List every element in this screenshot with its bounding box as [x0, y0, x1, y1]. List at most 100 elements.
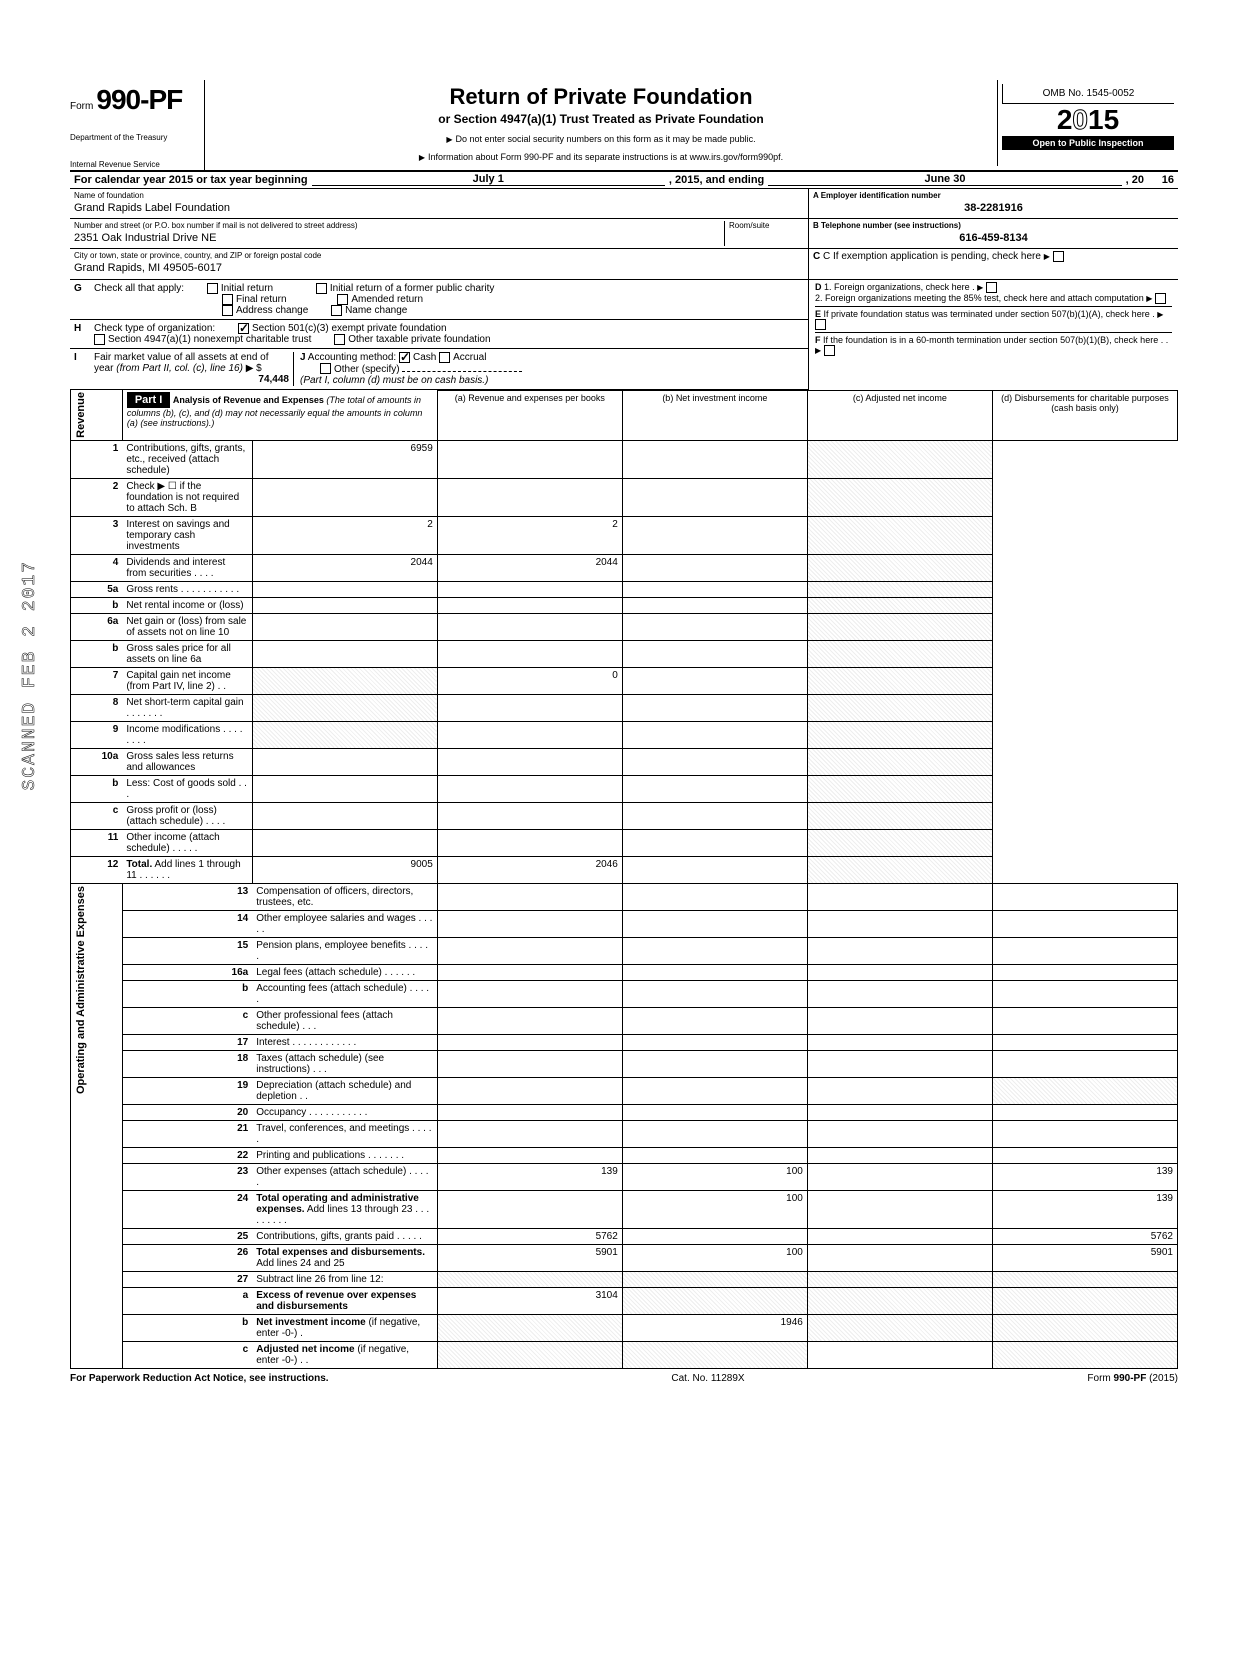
row-b-a[interactable] — [252, 640, 437, 667]
row-17-b[interactable] — [622, 1034, 807, 1050]
row-19-c[interactable] — [807, 1077, 992, 1104]
c-checkbox[interactable] — [1053, 251, 1064, 262]
row-c-b[interactable] — [437, 802, 622, 829]
cb-initial-former[interactable] — [316, 283, 327, 294]
row-b-c[interactable] — [622, 597, 807, 613]
row-11-c[interactable] — [622, 829, 807, 856]
row-13-c[interactable] — [807, 883, 992, 910]
tax-year-end[interactable]: June 30 — [924, 173, 965, 185]
row-3-c[interactable] — [622, 516, 807, 554]
cb-cash[interactable] — [399, 352, 410, 363]
row-12-b[interactable]: 2046 — [437, 856, 622, 883]
cb-final[interactable] — [222, 294, 233, 305]
row-b-c[interactable] — [622, 775, 807, 802]
row-5a-a[interactable] — [252, 581, 437, 597]
foundation-name[interactable]: Grand Rapids Label Foundation — [74, 200, 804, 216]
row-9-d[interactable] — [807, 721, 992, 748]
row-23-a[interactable]: 139 — [437, 1163, 622, 1190]
row-8-b[interactable] — [437, 694, 622, 721]
row-b-d[interactable] — [807, 640, 992, 667]
row-b-d[interactable] — [807, 597, 992, 613]
cb-d1[interactable] — [986, 282, 997, 293]
row-c-c[interactable] — [622, 802, 807, 829]
row-16a-d[interactable] — [992, 964, 1177, 980]
row-22-c[interactable] — [807, 1147, 992, 1163]
row-13-d[interactable] — [992, 883, 1177, 910]
tax-year-yy[interactable]: 16 — [1144, 174, 1174, 186]
row-14-c[interactable] — [807, 910, 992, 937]
row-c-d[interactable] — [807, 802, 992, 829]
row-21-a[interactable] — [437, 1120, 622, 1147]
cb-initial[interactable] — [207, 283, 218, 294]
row-4-d[interactable] — [807, 554, 992, 581]
row-14-b[interactable] — [622, 910, 807, 937]
row-9-a[interactable] — [252, 721, 437, 748]
row-2-d[interactable] — [807, 478, 992, 516]
row-17-a[interactable] — [437, 1034, 622, 1050]
row-b-c[interactable] — [622, 640, 807, 667]
row-15-a[interactable] — [437, 937, 622, 964]
row-13-a[interactable] — [437, 883, 622, 910]
row-27-b[interactable] — [622, 1271, 807, 1287]
row-23-b[interactable]: 100 — [622, 1163, 807, 1190]
row-a-a[interactable]: 3104 — [437, 1287, 622, 1314]
cb-4947[interactable] — [94, 334, 105, 345]
row-26-c[interactable] — [807, 1244, 992, 1271]
row-8-a[interactable] — [252, 694, 437, 721]
row-21-b[interactable] — [622, 1120, 807, 1147]
row-b-b[interactable]: 1946 — [622, 1314, 807, 1341]
row-26-d[interactable]: 5901 — [992, 1244, 1177, 1271]
row-15-d[interactable] — [992, 937, 1177, 964]
row-b-c[interactable] — [807, 980, 992, 1007]
row-18-a[interactable] — [437, 1050, 622, 1077]
row-21-d[interactable] — [992, 1120, 1177, 1147]
row-4-c[interactable] — [622, 554, 807, 581]
row-9-b[interactable] — [437, 721, 622, 748]
row-a-d[interactable] — [992, 1287, 1177, 1314]
row-1-d[interactable] — [807, 440, 992, 478]
row-18-b[interactable] — [622, 1050, 807, 1077]
cb-accrual[interactable] — [439, 352, 450, 363]
row-3-a[interactable]: 2 — [252, 516, 437, 554]
row-14-a[interactable] — [437, 910, 622, 937]
row-4-b[interactable]: 2044 — [437, 554, 622, 581]
row-19-a[interactable] — [437, 1077, 622, 1104]
row-9-c[interactable] — [622, 721, 807, 748]
row-b-a[interactable] — [437, 1314, 622, 1341]
row-6a-b[interactable] — [437, 613, 622, 640]
row-b-d[interactable] — [992, 1314, 1177, 1341]
row-b-b[interactable] — [437, 640, 622, 667]
row-c-a[interactable] — [437, 1341, 622, 1368]
row-25-a[interactable]: 5762 — [437, 1228, 622, 1244]
row-c-d[interactable] — [992, 1007, 1177, 1034]
row-12-c[interactable] — [622, 856, 807, 883]
row-7-a[interactable] — [252, 667, 437, 694]
row-c-d[interactable] — [992, 1341, 1177, 1368]
row-10a-b[interactable] — [437, 748, 622, 775]
row-15-b[interactable] — [622, 937, 807, 964]
row-18-c[interactable] — [807, 1050, 992, 1077]
row-5a-c[interactable] — [622, 581, 807, 597]
row-22-b[interactable] — [622, 1147, 807, 1163]
row-17-d[interactable] — [992, 1034, 1177, 1050]
row-25-c[interactable] — [807, 1228, 992, 1244]
row-c-b[interactable] — [622, 1341, 807, 1368]
row-a-c[interactable] — [807, 1287, 992, 1314]
row-12-d[interactable] — [807, 856, 992, 883]
row-25-d[interactable]: 5762 — [992, 1228, 1177, 1244]
row-1-c[interactable] — [622, 440, 807, 478]
row-26-b[interactable]: 100 — [622, 1244, 807, 1271]
row-1-a[interactable]: 6959 — [252, 440, 437, 478]
cb-e[interactable] — [815, 319, 826, 330]
row-6a-a[interactable] — [252, 613, 437, 640]
row-1-b[interactable] — [437, 440, 622, 478]
row-b-a[interactable] — [252, 597, 437, 613]
row-c-b[interactable] — [622, 1007, 807, 1034]
fmv-value[interactable]: 74,448 — [258, 374, 289, 385]
row-22-a[interactable] — [437, 1147, 622, 1163]
row-24-d[interactable]: 139 — [992, 1190, 1177, 1228]
row-b-b[interactable] — [622, 980, 807, 1007]
row-8-d[interactable] — [807, 694, 992, 721]
row-13-b[interactable] — [622, 883, 807, 910]
row-23-c[interactable] — [807, 1163, 992, 1190]
